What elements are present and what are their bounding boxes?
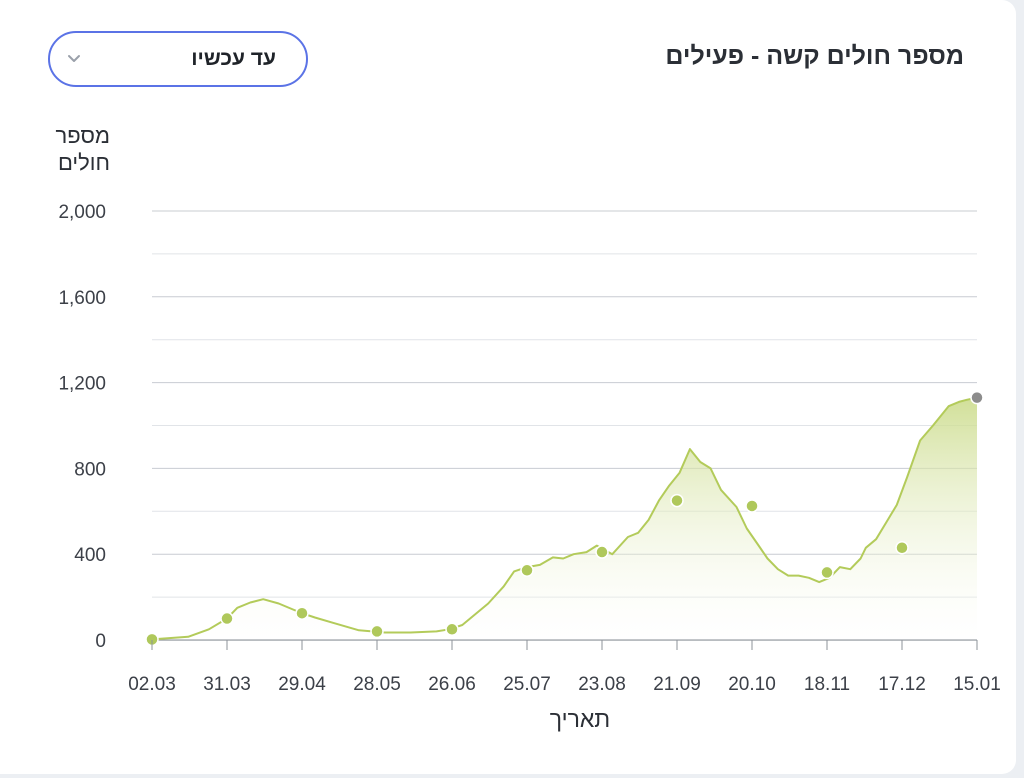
x-tick-label: 23.08 — [578, 674, 626, 695]
y-axis-label: מספר חולים — [55, 123, 111, 175]
x-tick-label: 02.03 — [128, 674, 176, 695]
x-tick-label: 17.12 — [878, 674, 926, 695]
y-tick-label: 1,200 — [58, 374, 106, 395]
data-point[interactable] — [445, 622, 459, 637]
data-point[interactable] — [295, 606, 309, 620]
latest-data-point[interactable] — [970, 390, 984, 405]
y-tick-label: 1,600 — [58, 288, 106, 309]
x-tick-label: 18.11 — [804, 674, 850, 695]
data-point[interactable] — [745, 499, 759, 513]
data-point[interactable] — [370, 624, 384, 639]
data-point[interactable] — [895, 541, 909, 555]
x-tick-label: 20.10 — [728, 674, 776, 695]
data-point[interactable] — [670, 493, 684, 508]
x-tick-label: 25.07 — [503, 674, 551, 695]
x-axis-label: תאריך — [549, 706, 611, 732]
y-tick-label: 0 — [95, 631, 106, 652]
y-tick-label: 400 — [74, 545, 106, 566]
x-tick-label: 21.09 — [653, 674, 701, 695]
data-point[interactable] — [595, 545, 609, 559]
x-tick-label: 15.01 — [953, 674, 1001, 695]
x-tick-label: 28.05 — [353, 674, 401, 695]
data-point[interactable] — [520, 563, 534, 578]
x-tick-label: 31.03 — [203, 674, 251, 695]
chart-title: מספר חולים קשה - פעילים — [665, 42, 964, 70]
chevron-down-icon — [68, 55, 80, 62]
range-dropdown[interactable]: עד עכשיו — [48, 31, 308, 87]
y-tick-label: 2,000 — [58, 202, 106, 223]
series-area — [152, 397, 977, 640]
x-tick-label: 26.06 — [428, 674, 476, 695]
x-tick-label: 29.04 — [278, 674, 326, 695]
series-line — [151, 396, 978, 641]
data-point[interactable] — [220, 611, 234, 626]
data-point[interactable] — [820, 565, 834, 580]
y-tick-label: 800 — [74, 459, 106, 480]
range-dropdown-label: עד עכשיו — [191, 47, 276, 70]
